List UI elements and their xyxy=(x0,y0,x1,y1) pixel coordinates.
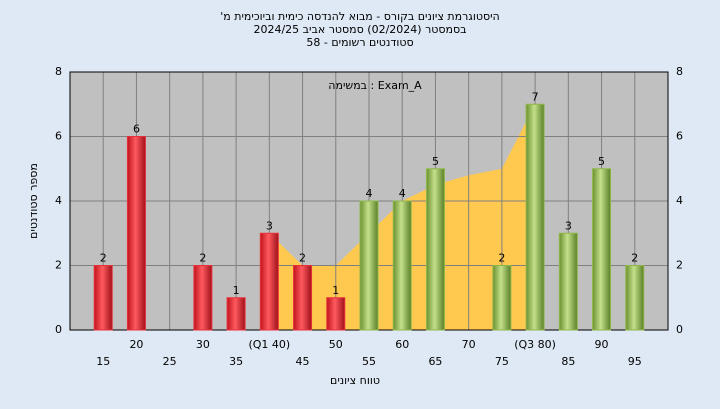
y-tick-label: 0 xyxy=(55,323,62,336)
y-tick-label: 0 xyxy=(676,323,683,336)
y-tick-label: 6 xyxy=(55,130,62,143)
value-label: 7 xyxy=(532,90,539,103)
bar xyxy=(326,297,346,331)
bar xyxy=(392,200,412,331)
x-tick-label: 20 xyxy=(129,338,143,351)
x-axis-label: טווח ציונים xyxy=(330,374,380,387)
bar xyxy=(359,200,379,331)
value-label: 1 xyxy=(233,284,240,297)
bar xyxy=(558,232,578,331)
value-label: 5 xyxy=(432,155,439,168)
value-label: 3 xyxy=(565,219,572,232)
y-axis-label: מספר סטודנטים xyxy=(27,163,40,239)
value-label: 2 xyxy=(498,252,505,265)
x-tick-label: 85 xyxy=(561,355,575,368)
y-tick-label: 8 xyxy=(676,65,683,78)
bar xyxy=(293,265,313,331)
x-tick-label: 35 xyxy=(229,355,243,368)
x-tick-label: 75 xyxy=(495,355,509,368)
value-label: 2 xyxy=(631,252,638,265)
bar xyxy=(425,168,445,331)
x-tick-label: 55 xyxy=(362,355,376,368)
value-label: 4 xyxy=(399,187,406,200)
x-tick-label: 45 xyxy=(296,355,310,368)
x-tick-label: 15 xyxy=(96,355,110,368)
value-label: 2 xyxy=(199,252,206,265)
y-tick-label: 2 xyxy=(55,259,62,272)
value-label: 6 xyxy=(133,123,140,136)
bar xyxy=(592,168,612,331)
bar xyxy=(625,265,645,331)
value-label: 3 xyxy=(266,219,273,232)
value-label: 5 xyxy=(598,155,605,168)
bar xyxy=(226,297,246,331)
y-tick-label: 2 xyxy=(676,259,683,272)
value-label: 4 xyxy=(366,187,373,200)
x-tick-label: (Q3 80) xyxy=(514,338,556,351)
chart-subtitle: סטודנטים רשומים - 58 xyxy=(306,36,413,49)
y-tick-label: 4 xyxy=(676,194,683,207)
bar xyxy=(193,265,213,331)
y-tick-label: 8 xyxy=(55,65,62,78)
x-tick-label: 95 xyxy=(628,355,642,368)
x-tick-label: 60 xyxy=(395,338,409,351)
x-tick-label: 25 xyxy=(163,355,177,368)
chart-title: היסטוגרמת ציונים בקורס - מבוא להנדסה כימ… xyxy=(220,10,500,23)
x-tick-label: (Q1 40) xyxy=(248,338,290,351)
x-tick-label: 70 xyxy=(462,338,476,351)
x-tick-label: 90 xyxy=(595,338,609,351)
y-tick-label: 4 xyxy=(55,194,62,207)
value-label: 2 xyxy=(299,252,306,265)
value-label: 1 xyxy=(332,284,339,297)
chart-subtitle: בסמסטר (02/2024) סמסטר אביב 2024/25 xyxy=(253,23,466,36)
value-label: 2 xyxy=(100,252,107,265)
y-tick-label: 6 xyxy=(676,130,683,143)
x-tick-label: 65 xyxy=(428,355,442,368)
bar xyxy=(93,265,113,331)
bar xyxy=(525,103,545,331)
annotation: Exam_A : במשימה xyxy=(328,79,422,92)
bar xyxy=(126,136,146,331)
bar xyxy=(492,265,512,331)
x-tick-label: 30 xyxy=(196,338,210,351)
x-tick-label: 50 xyxy=(329,338,343,351)
bar xyxy=(259,232,279,331)
